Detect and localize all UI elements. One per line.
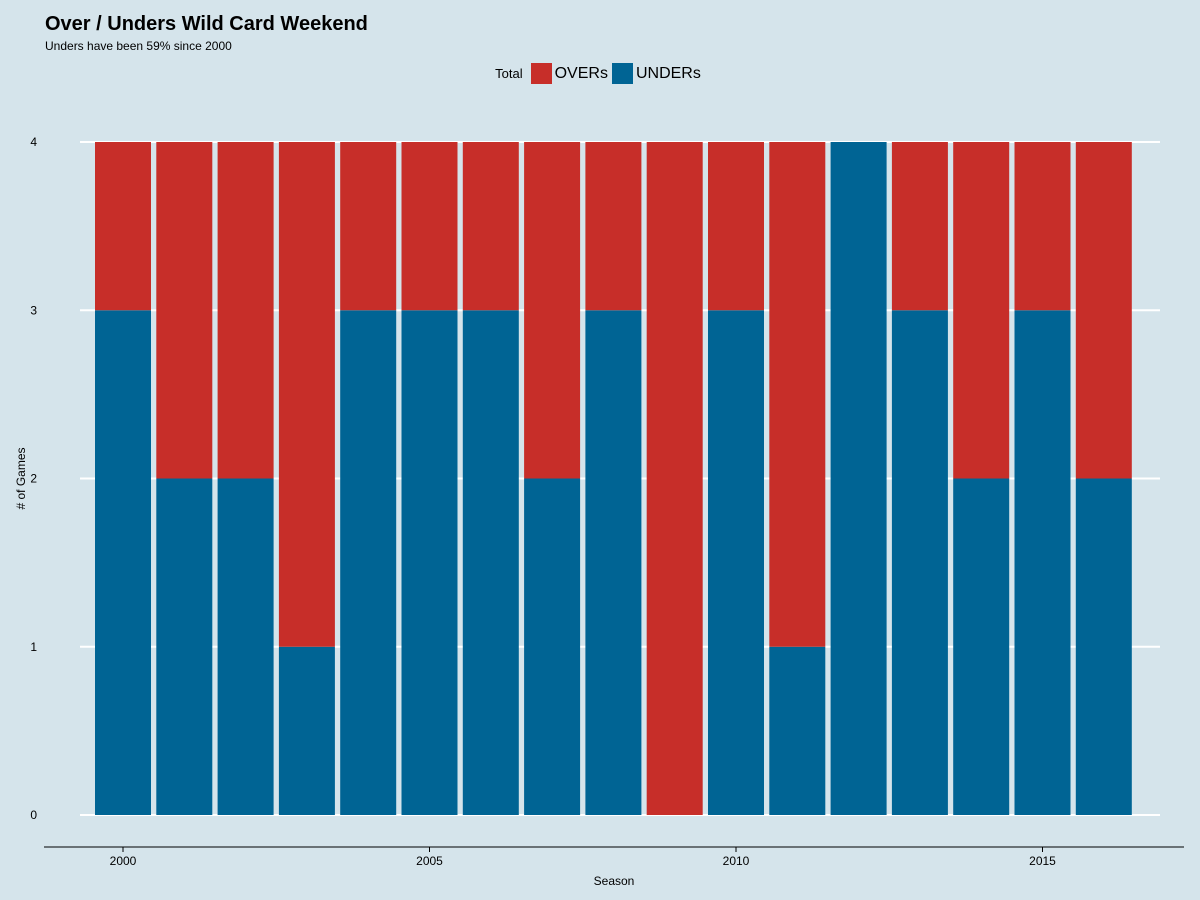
bar-unders-2004	[340, 310, 397, 815]
legend: Total OVERs UNDERs	[0, 63, 1200, 84]
legend-title: Total	[495, 66, 523, 81]
bar-overs-2005	[401, 142, 458, 311]
bar-overs-2009	[646, 142, 703, 815]
bar-unders-2006	[462, 310, 519, 815]
bar-unders-2000	[95, 310, 151, 815]
bar-unders-2003	[278, 646, 335, 815]
bar-overs-2007	[524, 142, 581, 479]
bar-overs-2013	[891, 142, 948, 311]
legend-key-unders	[611, 63, 633, 84]
y-tick-label: 1	[30, 640, 37, 654]
y-tick-label: 4	[30, 135, 37, 149]
legend-label-unders: UNDERs	[635, 64, 701, 82]
bar-unders-2011	[769, 646, 826, 815]
bar-overs-2006	[462, 142, 519, 311]
x-tick-label: 2005	[416, 854, 443, 868]
bar-unders-2016	[1075, 478, 1132, 815]
bar-unders-2007	[524, 478, 581, 815]
y-axis-title: # of Games	[14, 447, 28, 509]
legend-item-overs: OVERs	[530, 63, 608, 84]
bar-overs-2010	[708, 142, 764, 311]
x-axis-title: Season	[594, 874, 635, 888]
bar-overs-2015	[1014, 142, 1071, 311]
bar-overs-2004	[340, 142, 397, 311]
legend-label-overs: OVERs	[554, 64, 608, 82]
bar-overs-2008	[585, 142, 642, 311]
y-tick-label: 2	[30, 472, 37, 486]
x-tick-label: 2010	[723, 854, 750, 868]
y-tick-label: 3	[30, 303, 37, 317]
legend-item-unders: UNDERs	[611, 63, 701, 84]
bar-unders-2014	[953, 478, 1010, 815]
bar-overs-2002	[217, 142, 274, 479]
bar-unders-2002	[217, 478, 274, 815]
bar-unders-2001	[156, 478, 213, 815]
bar-overs-2016	[1075, 142, 1132, 479]
bar-unders-2010	[708, 310, 764, 815]
bar-unders-2012	[830, 142, 887, 815]
y-tick-label: 0	[30, 808, 37, 822]
bar-unders-2013	[891, 310, 948, 815]
bar-overs-2003	[278, 142, 335, 647]
chart-title: Over / Unders Wild Card Weekend	[45, 13, 368, 35]
x-tick-label: 2015	[1029, 854, 1056, 868]
bar-overs-2011	[769, 142, 826, 647]
bar-unders-2005	[401, 310, 458, 815]
bar-overs-2001	[156, 142, 213, 479]
x-tick-label: 2000	[110, 854, 137, 868]
bar-unders-2015	[1014, 310, 1071, 815]
bar-overs-2014	[953, 142, 1010, 479]
legend-key-overs	[530, 63, 552, 84]
bar-unders-2008	[585, 310, 642, 815]
chart-subtitle: Unders have been 59% since 2000	[45, 39, 232, 53]
bar-overs-2000	[95, 142, 151, 311]
